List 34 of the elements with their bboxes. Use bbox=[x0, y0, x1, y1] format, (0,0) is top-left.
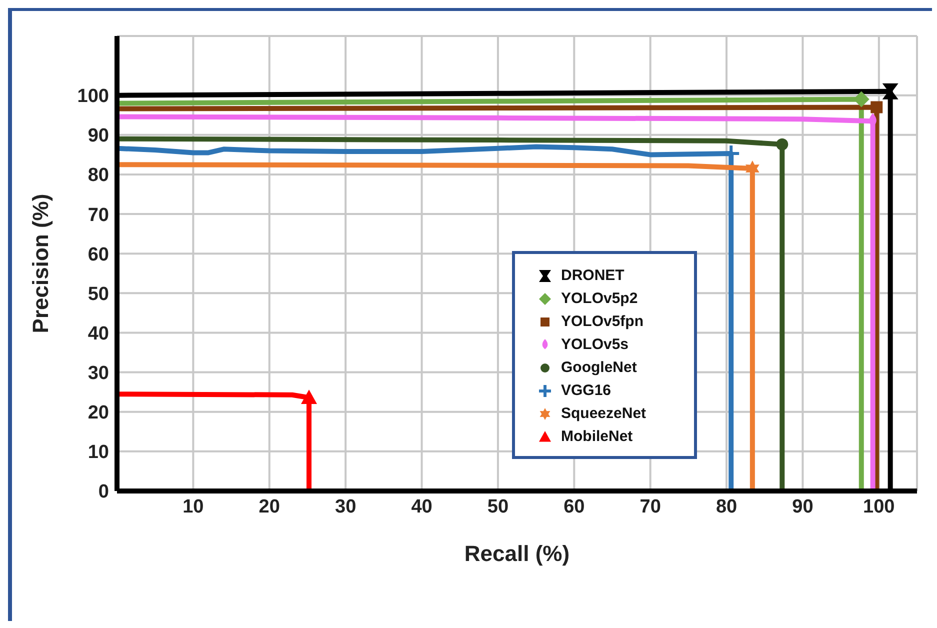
point bbox=[870, 101, 883, 114]
y-tick-label: 90 bbox=[88, 126, 109, 147]
x-axis-title: Recall (%) bbox=[464, 541, 570, 566]
y-tick-label: 80 bbox=[88, 165, 109, 186]
y-axis-title: Precision (%) bbox=[28, 194, 53, 334]
legend-label: SqueezeNet bbox=[561, 405, 646, 422]
y-tick-label: 30 bbox=[88, 363, 109, 384]
y-tick-label: 100 bbox=[77, 86, 109, 108]
x-tick-label: 60 bbox=[564, 496, 585, 518]
legend-label: YOLOv5fpn bbox=[561, 313, 644, 330]
legend-label: YOLOv5p2 bbox=[561, 290, 638, 307]
point bbox=[882, 83, 898, 100]
y-tick-label: 40 bbox=[88, 323, 109, 344]
x-tick-label: 90 bbox=[792, 496, 814, 518]
x-tick-label: 10 bbox=[182, 496, 204, 518]
point bbox=[776, 138, 788, 150]
x-tick-label: 70 bbox=[640, 496, 661, 518]
x-tick-label: 80 bbox=[716, 496, 738, 518]
y-tick-label: 50 bbox=[88, 284, 109, 305]
x-tick-label: 50 bbox=[487, 496, 509, 518]
y-tick-label: 70 bbox=[88, 204, 109, 226]
x-tick-label: 40 bbox=[411, 496, 432, 518]
legend-label: VGG16 bbox=[561, 382, 612, 399]
x-tick-label: 30 bbox=[335, 496, 356, 518]
legend-label: GoogleNet bbox=[561, 359, 637, 376]
y-tick-label: 10 bbox=[88, 442, 109, 464]
legend-label: MobileNet bbox=[561, 428, 633, 445]
x-tick-label: 20 bbox=[258, 496, 280, 518]
y-tick-label: 60 bbox=[88, 244, 109, 266]
legend-label: DRONET bbox=[561, 267, 624, 284]
y-tick-label: 0 bbox=[98, 482, 109, 503]
y-tick-label: 20 bbox=[88, 402, 109, 424]
legend-label: YOLOv5s bbox=[561, 336, 629, 353]
x-tick-label: 100 bbox=[863, 496, 895, 518]
